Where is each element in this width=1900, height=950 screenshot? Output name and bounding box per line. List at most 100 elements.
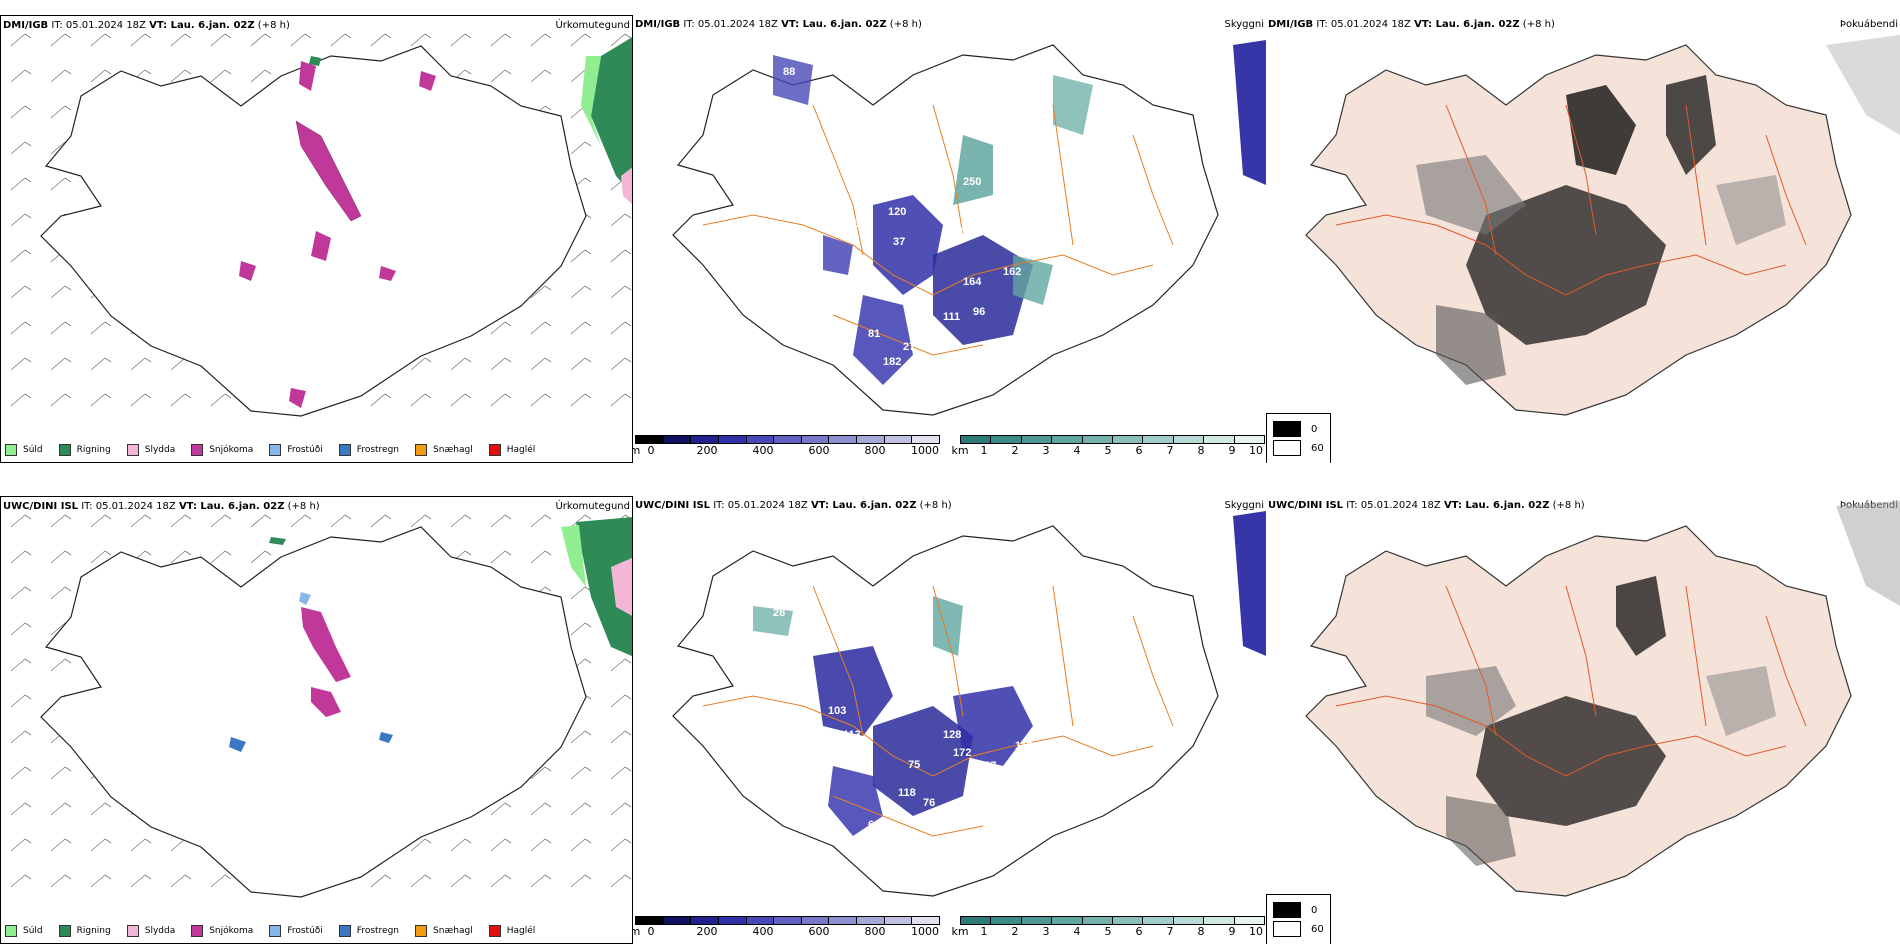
wind-barb-tick xyxy=(224,874,232,880)
panel-title: Þokuábendi xyxy=(1839,19,1898,30)
wind-barb xyxy=(90,802,106,816)
wind-barb-tick xyxy=(424,33,432,39)
wind-barb xyxy=(570,285,586,299)
cloud-blob xyxy=(773,55,813,105)
wind-barb-tick xyxy=(584,33,592,39)
model-name: DMI/IGB xyxy=(1268,19,1314,30)
cloud-height-label: 113 xyxy=(898,378,916,390)
wind-barb-tick xyxy=(544,550,552,556)
legend-label: Frostúði xyxy=(287,445,323,455)
wind-barb xyxy=(90,393,106,407)
wind-barb xyxy=(370,514,386,528)
valid-time: VT: Lau. 6.jan. 02Z xyxy=(1414,19,1520,30)
wind-barb-tick xyxy=(64,802,72,808)
wind-barb xyxy=(450,33,466,47)
wind-barb xyxy=(50,357,66,371)
wind-barb xyxy=(610,766,626,780)
legend-label: Slydda xyxy=(144,445,176,455)
fog-map xyxy=(1305,501,1900,897)
legend-label: Rigning xyxy=(76,445,111,455)
swatch xyxy=(269,925,282,937)
wind-barb xyxy=(210,393,226,407)
wind-barb xyxy=(90,874,106,888)
panel-header: DMI/IGB IT: 05.01.2024 18Z VT: Lau. 6.ja… xyxy=(635,19,922,30)
swatch xyxy=(5,925,17,937)
tick-label: 7 xyxy=(1166,444,1174,457)
wind-barb xyxy=(10,105,26,119)
cloud-blob xyxy=(1233,511,1266,656)
wind-barb xyxy=(370,393,386,407)
wind-barb-tick xyxy=(384,33,392,39)
snow-area xyxy=(295,120,362,222)
cloud-blob xyxy=(1053,75,1093,135)
panel-header: DMI/IGB IT: 05.01.2024 18Z VT: Lau. 6.ja… xyxy=(1268,19,1555,30)
cloud-height-label: 111 xyxy=(975,777,992,789)
wind-barb-tick xyxy=(464,69,472,75)
wind-barb xyxy=(10,285,26,299)
wind-barb-tick xyxy=(584,802,592,808)
cloud-panel-top: DMI/IGB IT: 05.01.2024 18Z VT: Lau. 6.ja… xyxy=(633,15,1266,463)
freezing-rain-area xyxy=(229,737,246,752)
wind-barb-tick xyxy=(504,321,512,327)
fog-legend-item: 0 xyxy=(1273,902,1324,918)
cloud-height-label: 172 xyxy=(953,747,971,759)
wind-barb-tick xyxy=(184,550,192,556)
legend-label: Snjókoma xyxy=(209,926,254,936)
wind-barb xyxy=(570,622,586,636)
wind-barb xyxy=(450,874,466,888)
tick-label: 5 xyxy=(1104,925,1112,938)
wind-barb xyxy=(570,766,586,780)
wind-barb-tick xyxy=(64,105,72,111)
wind-barb xyxy=(610,874,626,888)
wind-barb-tick xyxy=(24,514,32,520)
cloud-height-label: 250 xyxy=(963,176,981,188)
wind-barb xyxy=(570,838,586,852)
wind-barb-tick xyxy=(504,874,512,880)
wind-barb xyxy=(50,69,66,83)
legend-label: Snæhagl xyxy=(433,926,473,936)
wind-barb-tick xyxy=(384,393,392,399)
legend-item: Súld xyxy=(5,925,43,937)
wind-barb xyxy=(490,838,506,852)
wind-barb-tick xyxy=(144,550,152,556)
cloud-height-label: 41 xyxy=(1053,682,1065,694)
wind-barb-tick xyxy=(24,622,32,628)
wind-barb xyxy=(50,802,66,816)
wind-barb xyxy=(170,69,186,83)
wind-barb-tick xyxy=(104,33,112,39)
wind-barb xyxy=(570,874,586,888)
wind-barb-tick xyxy=(504,69,512,75)
wind-barb-tick xyxy=(464,33,472,39)
wind-barb-tick xyxy=(144,393,152,399)
cloud-height-label: 118 xyxy=(898,787,916,799)
legend-label: Frostregn xyxy=(356,926,400,936)
wind-barb xyxy=(410,838,426,852)
wind-barb-tick xyxy=(64,586,72,592)
fog-legend-item: 60 xyxy=(1273,440,1324,456)
wind-barb-tick xyxy=(424,514,432,520)
wind-barb xyxy=(130,838,146,852)
wind-barb xyxy=(610,694,626,708)
cloud-blob xyxy=(813,646,893,736)
wind-barb xyxy=(50,285,66,299)
wind-barb xyxy=(90,357,106,371)
fog-legend-item: 60 xyxy=(1273,921,1324,937)
wind-barb-tick xyxy=(224,69,232,75)
legend-item: Frostregn xyxy=(338,444,399,456)
wind-barb-tick xyxy=(624,321,632,327)
wind-barb xyxy=(10,622,26,636)
legend-label: Haglél xyxy=(506,926,536,936)
cloud-height-label: 79 xyxy=(898,705,910,717)
snow-area xyxy=(419,71,436,91)
wind-barb xyxy=(170,838,186,852)
cloud-height-label: 89 xyxy=(973,802,985,814)
wind-barb-tick xyxy=(584,357,592,363)
wind-barb-tick xyxy=(304,514,312,520)
init-time: IT: 05.01.2024 18Z xyxy=(713,500,808,511)
wind-barb-tick xyxy=(584,177,592,183)
wind-barb-tick xyxy=(304,33,312,39)
wind-barb-tick xyxy=(64,550,72,556)
fog-legend-item: 0 xyxy=(1273,421,1324,437)
wind-barb xyxy=(490,802,506,816)
wind-barb xyxy=(10,177,26,191)
